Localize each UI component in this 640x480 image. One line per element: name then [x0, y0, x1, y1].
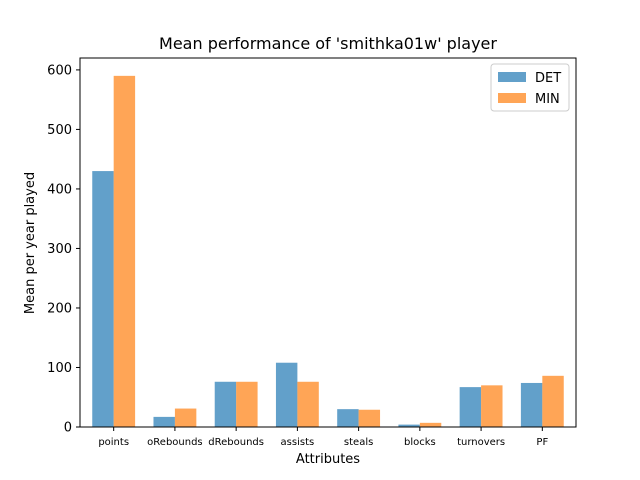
bar-det-drebounds: [214, 381, 237, 427]
bar-min-steals: [358, 409, 381, 427]
y-axis-label: Mean per year played: [23, 172, 38, 314]
bar-min-assists: [297, 381, 319, 427]
axes-layer: [79, 57, 577, 428]
bar-det-pf: [520, 382, 543, 427]
y-tick-label: 500: [47, 123, 72, 138]
x-tick-label-turnovers: turnovers: [457, 437, 505, 448]
bar-det-steals: [337, 409, 359, 427]
y-tick-label: 100: [47, 361, 72, 376]
x-tick-label-drebounds: dRebounds: [208, 437, 264, 448]
bar-min-pf: [542, 375, 564, 427]
bar-min-points: [113, 75, 136, 427]
bar-min-blocks: [419, 422, 442, 427]
bar-det-assists: [275, 362, 298, 427]
bar-det-turnovers: [459, 387, 482, 427]
y-tick-label: 0: [64, 421, 72, 436]
x-tick-label-blocks: blocks: [404, 437, 436, 448]
bars-layer: [92, 75, 564, 427]
bar-det-orebounds: [153, 416, 175, 427]
y-tick-label: 600: [47, 63, 72, 78]
legend-label-min: MIN: [535, 92, 560, 107]
bar-det-blocks: [398, 424, 420, 427]
bar-min-turnovers: [481, 385, 503, 427]
x-ticks: points oRebounds dRebounds assists steals blo…: [98, 427, 548, 448]
x-tick-label-orebounds: oRebounds: [147, 437, 202, 448]
legend-label-det: DET: [535, 71, 561, 86]
y-tick-label: 300: [47, 242, 72, 257]
y-ticks: 0 100 200 300 400 500 600: [47, 63, 80, 436]
legend: DET MIN: [490, 63, 570, 112]
x-tick-label-pf: PF: [536, 437, 548, 448]
x-axis-label: Attributes: [296, 452, 360, 467]
chart-title: Mean performance of 'smithka01w' player: [159, 34, 497, 53]
plot-frame: [79, 57, 577, 428]
legend-swatch-det: [498, 72, 526, 82]
y-tick-label: 400: [47, 182, 72, 197]
bar-min-drebounds: [236, 381, 258, 427]
legend-swatch-min: [498, 93, 526, 103]
x-tick-label-assists: assists: [281, 437, 315, 448]
bar-min-orebounds: [174, 408, 197, 427]
bar-det-points: [92, 171, 114, 427]
y-tick-label: 200: [47, 301, 72, 316]
x-tick-label-points: points: [98, 437, 129, 448]
x-tick-label-steals: steals: [344, 437, 373, 448]
